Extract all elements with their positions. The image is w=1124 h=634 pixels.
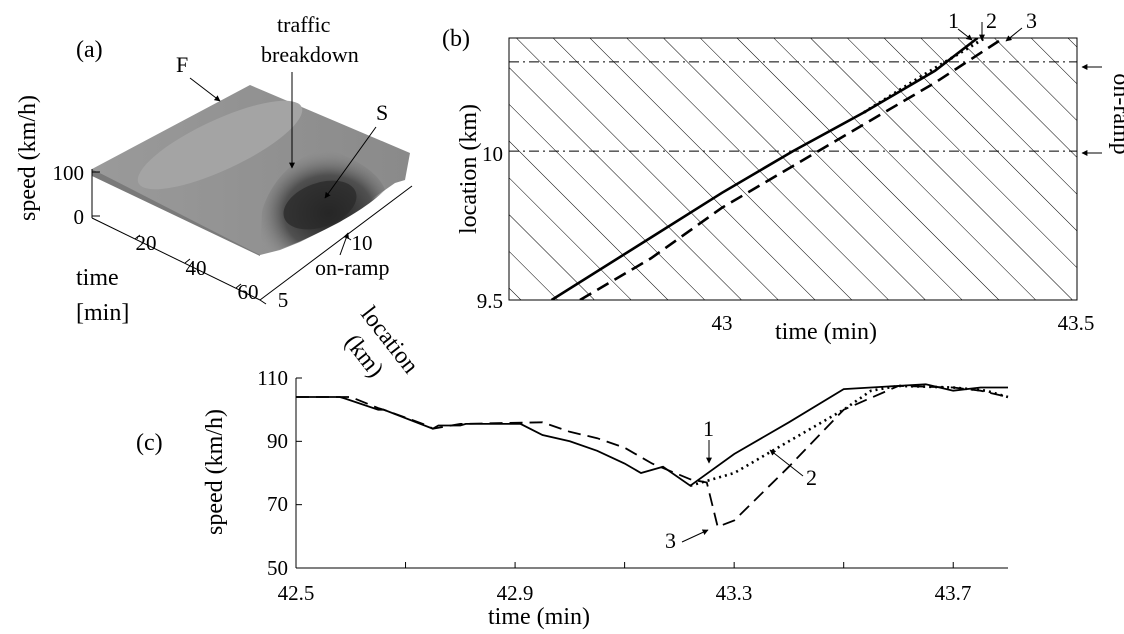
b-trajectory-1 (550, 38, 979, 300)
c-speed-curve-3 (296, 384, 1009, 529)
a-label-S: S (376, 100, 388, 125)
a-loc-tick-label-5: 5 (278, 288, 289, 312)
b-series-label-2: 2 (986, 8, 997, 33)
b-trajectory-3 (579, 39, 1000, 300)
c-y-tick-label-110: 110 (257, 366, 288, 390)
b-y-tick-label-10: 10 (482, 142, 503, 166)
a-label-onramp: on-ramp (315, 255, 390, 280)
panel-a-label: (a) (76, 37, 103, 63)
panel-c: (c) 110 90 70 50 42.5 42.9 43.3 43.7 spe… (136, 366, 1009, 630)
b-x-tick-label-43.5: 43.5 (1058, 311, 1095, 335)
b-series-label-3: 3 (1026, 8, 1037, 33)
a-time-tick-label-20: 20 (136, 231, 157, 255)
c-series-group (296, 383, 1009, 529)
a-arrow-onramp (339, 232, 349, 256)
a-z-tick-label-100: 100 (53, 161, 85, 185)
a-time-tick-label-60: 60 (238, 280, 259, 304)
c-speed-curve-2 (689, 384, 1009, 487)
a-loc-tick-label-10: 10 (352, 231, 373, 255)
b-x-axis-title: time (min) (775, 319, 877, 345)
c-x-tick-label-43.3: 43.3 (716, 581, 753, 605)
a-time-tick-60 (235, 283, 242, 289)
c-x-tick-label-42.9: 42.9 (497, 581, 534, 605)
c-series-arrow-2 (769, 449, 804, 477)
a-arrow-F (189, 77, 221, 102)
c-series-arrow-3 (681, 529, 709, 543)
a-time-tick-20 (134, 234, 141, 240)
a-label-breakdown-1: traffic (277, 12, 331, 37)
c-x-tick-label-43.7: 43.7 (935, 581, 972, 605)
b-trajectory-2 (863, 38, 986, 114)
a-time-title-line2: [min] (76, 300, 129, 326)
b-series-label-1: 1 (948, 8, 959, 33)
c-x-tick-label-42.5: 42.5 (278, 581, 315, 605)
c-y-tick-label-50: 50 (267, 556, 288, 580)
b-series-arrow-1 (957, 28, 973, 41)
a-z-axis-title: speed (km/h) (15, 95, 41, 221)
c-x-axis-title: time (min) (488, 604, 590, 630)
a-arrow-S (324, 126, 377, 199)
c-y-axis-title: speed (km/h) (202, 409, 228, 535)
b-y-axis-title: location (km) (456, 104, 482, 234)
a-time-tick-label-40: 40 (186, 256, 207, 280)
b-onramp-label: on-ramp (1108, 73, 1124, 154)
b-plot-frame (508, 37, 1078, 301)
surface-side-face (92, 169, 260, 256)
surface-light-patches (137, 100, 303, 190)
a-time-axis (91, 217, 261, 301)
panel-a: (a) 100 0 20 40 60 10 5 speed (km/h) tim… (15, 12, 423, 382)
c-series-label-3: 3 (665, 528, 676, 553)
a-location-axis (259, 185, 413, 301)
a-label-breakdown-2: breakdown (261, 42, 359, 67)
b-series-arrow-3 (1005, 27, 1023, 42)
panel-b-label: (b) (442, 26, 470, 52)
a-label-F: F (176, 52, 188, 77)
congestion-core (283, 180, 357, 230)
b-y-tick-label-9.5: 9.5 (477, 289, 503, 313)
a-time-tick-40 (184, 258, 191, 264)
b-x-tick-label-43: 43 (712, 311, 733, 335)
a-loc-tick-5 (259, 299, 267, 305)
a-time-title-line1: time (76, 265, 119, 291)
b-series-group (550, 38, 1000, 300)
panel-c-label: (c) (136, 430, 163, 456)
c-y-tick-label-90: 90 (267, 429, 288, 453)
c-y-tick-label-70: 70 (267, 492, 288, 516)
c-series-label-2: 2 (806, 465, 817, 490)
c-tick-marks (295, 377, 954, 569)
c-speed-curve-1 (296, 383, 1008, 487)
c-series-label-1: 1 (703, 416, 714, 441)
panel-b: (b) 9.5 10 43 43.5 location (km) time (m… (442, 8, 1124, 345)
b-trajectory-hatching (509, 38, 1077, 300)
speed-surface (92, 85, 410, 256)
a-z-tick-label-0: 0 (74, 205, 85, 229)
